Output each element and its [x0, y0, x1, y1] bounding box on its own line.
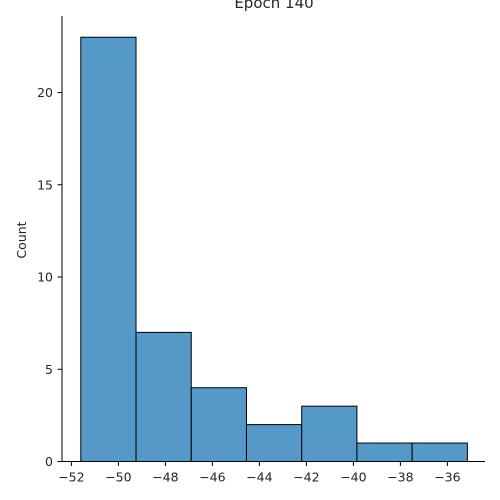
x-tick-label: −38 — [387, 470, 413, 485]
y-axis-ticks: 0 5 10 15 20 — [37, 85, 62, 469]
y-axis-label: Count — [14, 221, 29, 258]
x-tick-label: −40 — [340, 470, 366, 485]
y-tick-label: 20 — [37, 85, 53, 100]
histogram-bar-2 — [190, 387, 247, 462]
x-tick-label: −42 — [293, 470, 319, 485]
histogram-bar-6 — [411, 442, 468, 462]
histogram-bar-0 — [80, 36, 137, 462]
histogram-bar-3 — [245, 424, 303, 462]
histogram-bar-4 — [301, 405, 358, 462]
chart-title: Epoch 140 — [234, 0, 313, 12]
x-tick-label: −46 — [199, 470, 225, 485]
y-tick-label: 0 — [45, 454, 53, 469]
x-tick-label: −50 — [105, 470, 131, 485]
x-axis-ticks: −52 −50 −48 −46 −44 −42 −40 −38 −36 — [58, 461, 461, 485]
bars-group — [80, 36, 468, 462]
y-tick-label: 10 — [37, 270, 53, 285]
y-tick-label: 15 — [37, 177, 53, 192]
x-tick-label: −48 — [152, 470, 178, 485]
x-tick-label: −52 — [58, 470, 84, 485]
x-tick-label: −44 — [246, 470, 272, 485]
histogram-bar-1 — [135, 331, 192, 462]
y-tick-label: 5 — [45, 362, 53, 377]
histogram-bar-5 — [356, 442, 413, 462]
x-tick-label: −36 — [434, 470, 460, 485]
